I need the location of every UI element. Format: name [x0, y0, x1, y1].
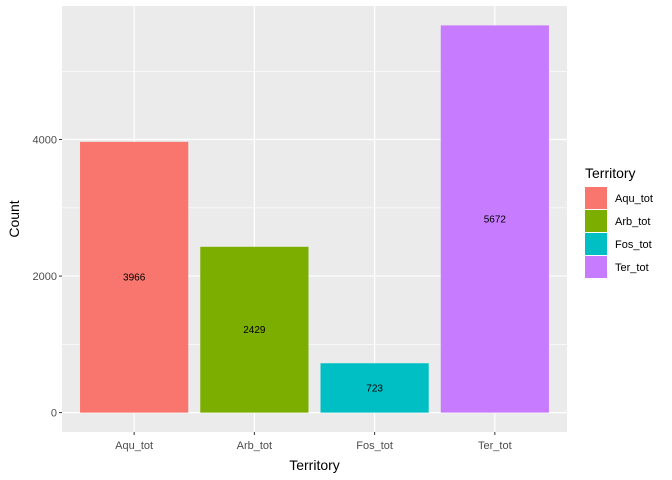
legend-swatch [585, 210, 607, 232]
legend-label: Ter_tot [615, 262, 649, 274]
x-tick-label: Aqu_tot [115, 440, 153, 452]
data-labels: 3966 2429 723 5672 [123, 215, 506, 395]
legend-items: Aqu_tot Arb_tot Fos_tot Ter_tot [585, 187, 653, 278]
bar-ter-tot [440, 25, 549, 413]
data-label: 723 [366, 383, 383, 394]
y-tick-label: 4000 [33, 135, 57, 147]
bar-fos-tot [320, 363, 429, 413]
y-axis-title: Count [6, 200, 22, 237]
x-tick-label: Ter_tot [478, 440, 512, 452]
data-label: 5672 [484, 215, 507, 226]
y-tick-label: 2000 [33, 271, 57, 283]
bars [80, 25, 549, 413]
legend-title: Territory [585, 165, 636, 181]
legend-label: Arb_tot [615, 216, 650, 228]
legend-label: Aqu_tot [615, 193, 653, 205]
legend-swatch [585, 256, 607, 278]
legend-swatch [585, 187, 607, 209]
x-axis-title: Territory [289, 457, 340, 473]
data-label: 2429 [243, 325, 266, 336]
legend-swatch [585, 233, 607, 255]
bar-aqu-tot [80, 141, 189, 413]
legend: Territory Aqu_tot Arb_tot Fos_tot Ter_tot [585, 165, 653, 278]
y-tick-label: 0 [51, 408, 57, 420]
x-tick-label: Fos_tot [356, 440, 393, 452]
legend-label: Fos_tot [615, 239, 652, 251]
bar-arb-tot [200, 246, 309, 413]
data-label: 3966 [123, 273, 146, 284]
axes: 0 2000 4000 Aqu_tot Arb_tot Fos_tot Ter_tot [33, 135, 512, 452]
x-tick-label: Arb_tot [237, 440, 272, 452]
